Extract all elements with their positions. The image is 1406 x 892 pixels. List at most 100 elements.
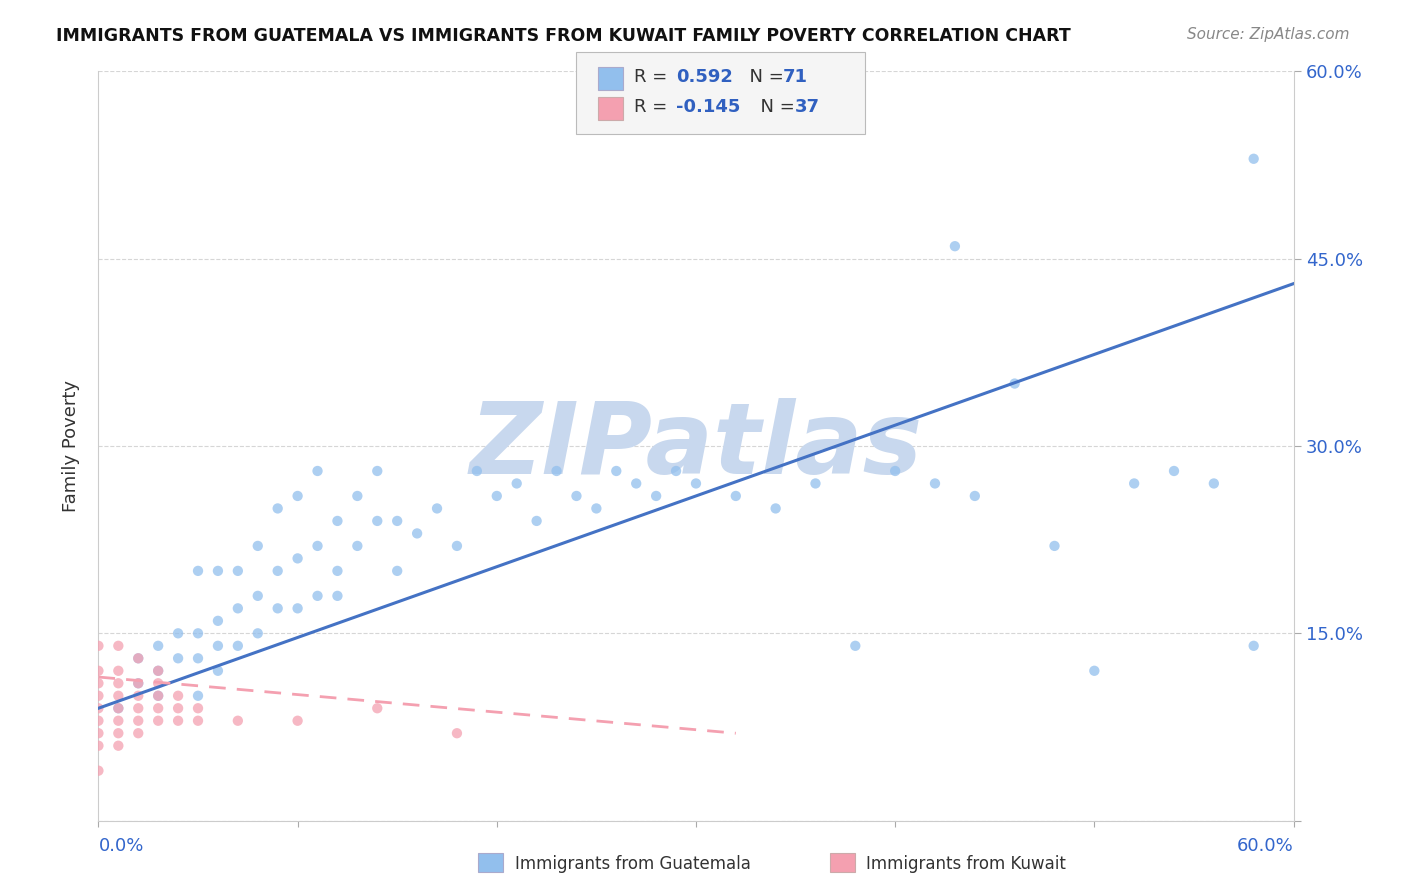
Point <box>626 476 648 491</box>
Point <box>346 539 368 553</box>
Point <box>307 464 329 478</box>
Point <box>187 689 209 703</box>
Point <box>446 726 468 740</box>
Point <box>485 489 508 503</box>
Point <box>107 726 129 740</box>
Point <box>187 564 209 578</box>
Point <box>546 464 568 478</box>
Point <box>148 714 170 728</box>
Point <box>187 651 209 665</box>
Point <box>326 589 349 603</box>
Point <box>87 739 110 753</box>
Point <box>107 664 129 678</box>
Point <box>167 689 190 703</box>
Text: -0.145: -0.145 <box>676 98 741 116</box>
Point <box>148 639 170 653</box>
Point <box>148 664 170 678</box>
Text: 0.0%: 0.0% <box>98 837 143 855</box>
Point <box>804 476 827 491</box>
Point <box>148 689 170 703</box>
Point <box>226 714 249 728</box>
Point <box>366 464 388 478</box>
Point <box>1243 639 1265 653</box>
Point <box>207 639 229 653</box>
Point <box>246 539 269 553</box>
Point <box>107 676 129 690</box>
Point <box>963 489 986 503</box>
Point <box>406 526 429 541</box>
Point <box>127 701 149 715</box>
Point <box>87 664 110 678</box>
Point <box>148 701 170 715</box>
Point <box>167 626 190 640</box>
Point <box>87 764 110 778</box>
Point <box>127 676 149 690</box>
Point <box>127 714 149 728</box>
Text: R =: R = <box>634 68 673 86</box>
Point <box>127 676 149 690</box>
Point <box>446 539 468 553</box>
Point <box>127 651 149 665</box>
Point <box>87 639 110 653</box>
Point <box>605 464 627 478</box>
Point <box>87 714 110 728</box>
Point <box>287 601 309 615</box>
Text: 37: 37 <box>794 98 820 116</box>
Point <box>246 626 269 640</box>
Point <box>167 701 190 715</box>
Point <box>148 664 170 678</box>
Point <box>148 676 170 690</box>
Point <box>187 714 209 728</box>
Point <box>1243 152 1265 166</box>
Point <box>287 551 309 566</box>
Point <box>1123 476 1146 491</box>
Point <box>148 689 170 703</box>
Point <box>465 464 488 478</box>
Point <box>1202 476 1225 491</box>
Point <box>506 476 529 491</box>
Point <box>1083 664 1105 678</box>
Point <box>665 464 688 478</box>
Point <box>366 514 388 528</box>
Point <box>87 676 110 690</box>
Point <box>167 651 190 665</box>
Point <box>207 664 229 678</box>
Point <box>844 639 866 653</box>
Point <box>645 489 668 503</box>
Point <box>107 689 129 703</box>
Point <box>924 476 946 491</box>
Point <box>724 489 747 503</box>
Point <box>326 514 349 528</box>
Point <box>267 564 290 578</box>
Point <box>426 501 449 516</box>
Point <box>107 701 129 715</box>
Point <box>685 476 707 491</box>
Text: Source: ZipAtlas.com: Source: ZipAtlas.com <box>1187 27 1350 42</box>
Point <box>287 489 309 503</box>
Point <box>884 464 907 478</box>
Text: Immigrants from Guatemala: Immigrants from Guatemala <box>515 855 751 872</box>
Point <box>107 714 129 728</box>
Text: 0.592: 0.592 <box>676 68 733 86</box>
Point <box>267 601 290 615</box>
Text: Immigrants from Kuwait: Immigrants from Kuwait <box>866 855 1066 872</box>
Point <box>87 701 110 715</box>
Text: R =: R = <box>634 98 673 116</box>
Point <box>226 601 249 615</box>
Point <box>127 651 149 665</box>
Point <box>526 514 548 528</box>
Text: 71: 71 <box>783 68 808 86</box>
Point <box>127 726 149 740</box>
Y-axis label: Family Poverty: Family Poverty <box>62 380 80 512</box>
Point <box>87 726 110 740</box>
Point <box>187 626 209 640</box>
Point <box>307 589 329 603</box>
Point <box>765 501 787 516</box>
Text: 60.0%: 60.0% <box>1237 837 1294 855</box>
Point <box>346 489 368 503</box>
Point <box>267 501 290 516</box>
Point <box>107 701 129 715</box>
Point <box>187 701 209 715</box>
Point <box>326 564 349 578</box>
Point <box>385 564 409 578</box>
